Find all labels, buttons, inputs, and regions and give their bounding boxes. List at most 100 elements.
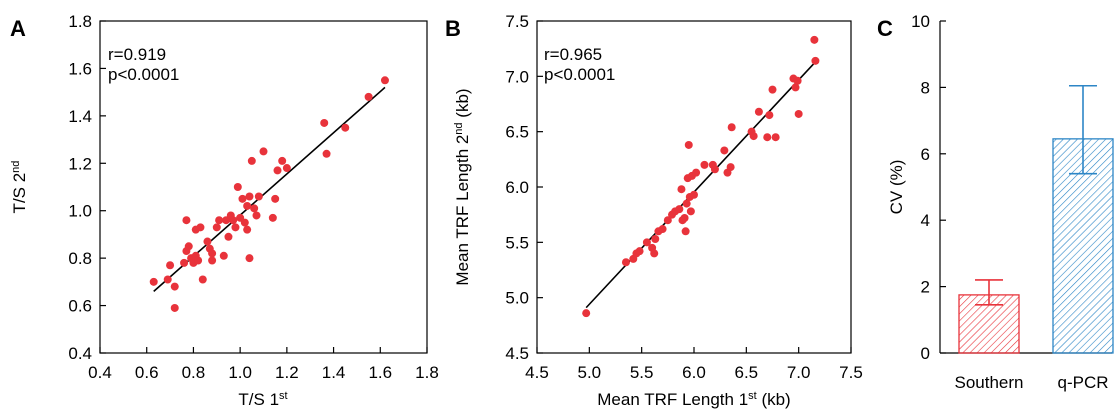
y-tick-label-c: 10 [911,12,930,31]
x-axis-label-b: Mean TRF Length 1st (kb) [597,390,790,409]
data-point-b [680,213,689,222]
x-tick-label-a: 1.0 [228,363,252,382]
y-tick-label-a: 1.4 [68,107,92,126]
data-point-b [765,111,774,120]
panel-c: C 0 2 4 6 8 10 Southern q-PCR CV (%) [877,12,1114,392]
x-tick-label-a: 1.6 [368,363,392,382]
x-tick-label-b: 6.5 [735,363,759,382]
x-axis-label-a-base: T/S 1 [238,390,279,409]
data-point-b [727,123,736,132]
data-point-b [686,207,695,216]
panel-a-frame [99,20,428,354]
x-tick-label-b: 6.0 [682,363,706,382]
y-tick-label-a: 1.8 [68,12,92,31]
data-point-a [282,164,291,173]
data-point-b [635,247,644,256]
x-tick-label-a: 0.8 [182,363,206,382]
x-tick-label-a: 0.6 [135,363,159,382]
data-point-a [240,218,249,227]
y-axis-label-a-base: T/S 2 [10,173,29,214]
data-point-a [273,166,282,175]
data-point-b [791,83,800,92]
data-point-a [233,183,242,191]
panel-c-bars: Southern q-PCR [955,84,1114,392]
data-point-b [754,107,763,116]
data-point-b [582,309,591,318]
y-axis-label-a: T/S 2nd [10,161,29,214]
data-point-a [219,251,228,260]
y-tick-label-a: 1.6 [68,59,92,78]
data-point-b [642,238,651,247]
data-point-a [252,211,261,220]
data-point-a [320,118,329,127]
data-point-a [166,261,175,270]
data-point-a [247,156,256,165]
x-tick-label-b: 4.5 [525,363,549,382]
x-tick-label-a: 1.4 [322,363,346,382]
data-point-a [243,201,252,210]
data-point-a [215,216,224,225]
data-point-a [322,149,331,158]
y-tick-label-c: 2 [921,278,930,297]
x-tick-label-b: 7.5 [839,363,863,382]
y-axis-label-b-base: Mean TRF Length 2 [453,135,472,286]
panel-c-ticks: 0 2 4 6 8 10 [911,12,946,363]
y-tick-label-a: 0.6 [68,297,92,316]
y-axis-label-a-sup: nd [10,161,22,173]
y-tick-label-c: 4 [921,211,930,230]
y-axis-label-b: Mean TRF Length 2nd (kb) [453,88,472,285]
panel-label-a: A [10,16,26,41]
annotation-r-a: r=0.919 [108,45,166,64]
data-point-a [184,242,193,251]
data-point-a [278,156,287,165]
data-point-b [749,132,758,141]
data-point-a [245,192,254,201]
panel-a-points [149,76,389,312]
data-point-a [268,213,277,222]
y-tick-label-b: 7.0 [505,67,529,86]
data-point-b [684,140,693,149]
data-point-a [231,223,240,232]
data-point-a [245,254,254,263]
y-tick-label-c: 8 [921,78,930,97]
data-point-b [726,163,735,172]
y-tick-label-b: 6.5 [505,123,529,142]
data-point-a [163,275,172,284]
x-tick-label-a: 0.4 [88,363,112,382]
data-point-b [621,258,630,267]
annotation-p-b: p<0.0001 [544,65,615,84]
data-point-b [675,205,684,214]
panel-label-c: C [877,16,893,41]
data-point-b [692,168,701,177]
data-point-b [690,190,698,199]
regression-line-b [585,62,815,309]
panel-a-ticks: 0.4 0.6 0.8 1.0 1.2 1.4 1.6 1.8 0.4 0.6 0.8 1.0 1.2 1… [68,12,438,382]
data-point-b [681,227,690,236]
data-point-b [650,249,659,258]
data-point-b [810,35,819,44]
x-axis-label-a: T/S 1st [238,390,287,409]
y-tick-label-b: 5.5 [505,233,529,252]
data-point-a [208,249,217,258]
panel-b-fit [585,62,815,309]
data-point-a [229,216,238,225]
category-label: Southern [955,373,1024,392]
data-point-a [170,282,179,291]
panel-b: B 4.5 5.0 5.5 6.0 6.5 7.0 7.5 4.5 5.0 5.5 6.0 6.5 7.… [445,12,863,409]
y-tick-label-c: 6 [921,145,930,164]
data-point-a [149,277,158,286]
data-point-a [259,147,268,156]
data-point-b [663,216,672,225]
y-tick-label-a: 0.8 [68,249,92,268]
data-point-b [682,199,691,208]
y-tick-label-a: 0.4 [68,344,92,363]
x-tick-label-b: 5.0 [578,363,602,382]
data-point-a [180,258,189,267]
data-point-a [224,232,233,241]
data-point-a [170,303,179,312]
data-point-a [238,194,247,203]
y-axis-label-b-sup: nd [453,122,465,134]
y-axis-label-c: CV (%) [887,160,906,215]
annotation-r-b: r=0.965 [544,45,602,64]
